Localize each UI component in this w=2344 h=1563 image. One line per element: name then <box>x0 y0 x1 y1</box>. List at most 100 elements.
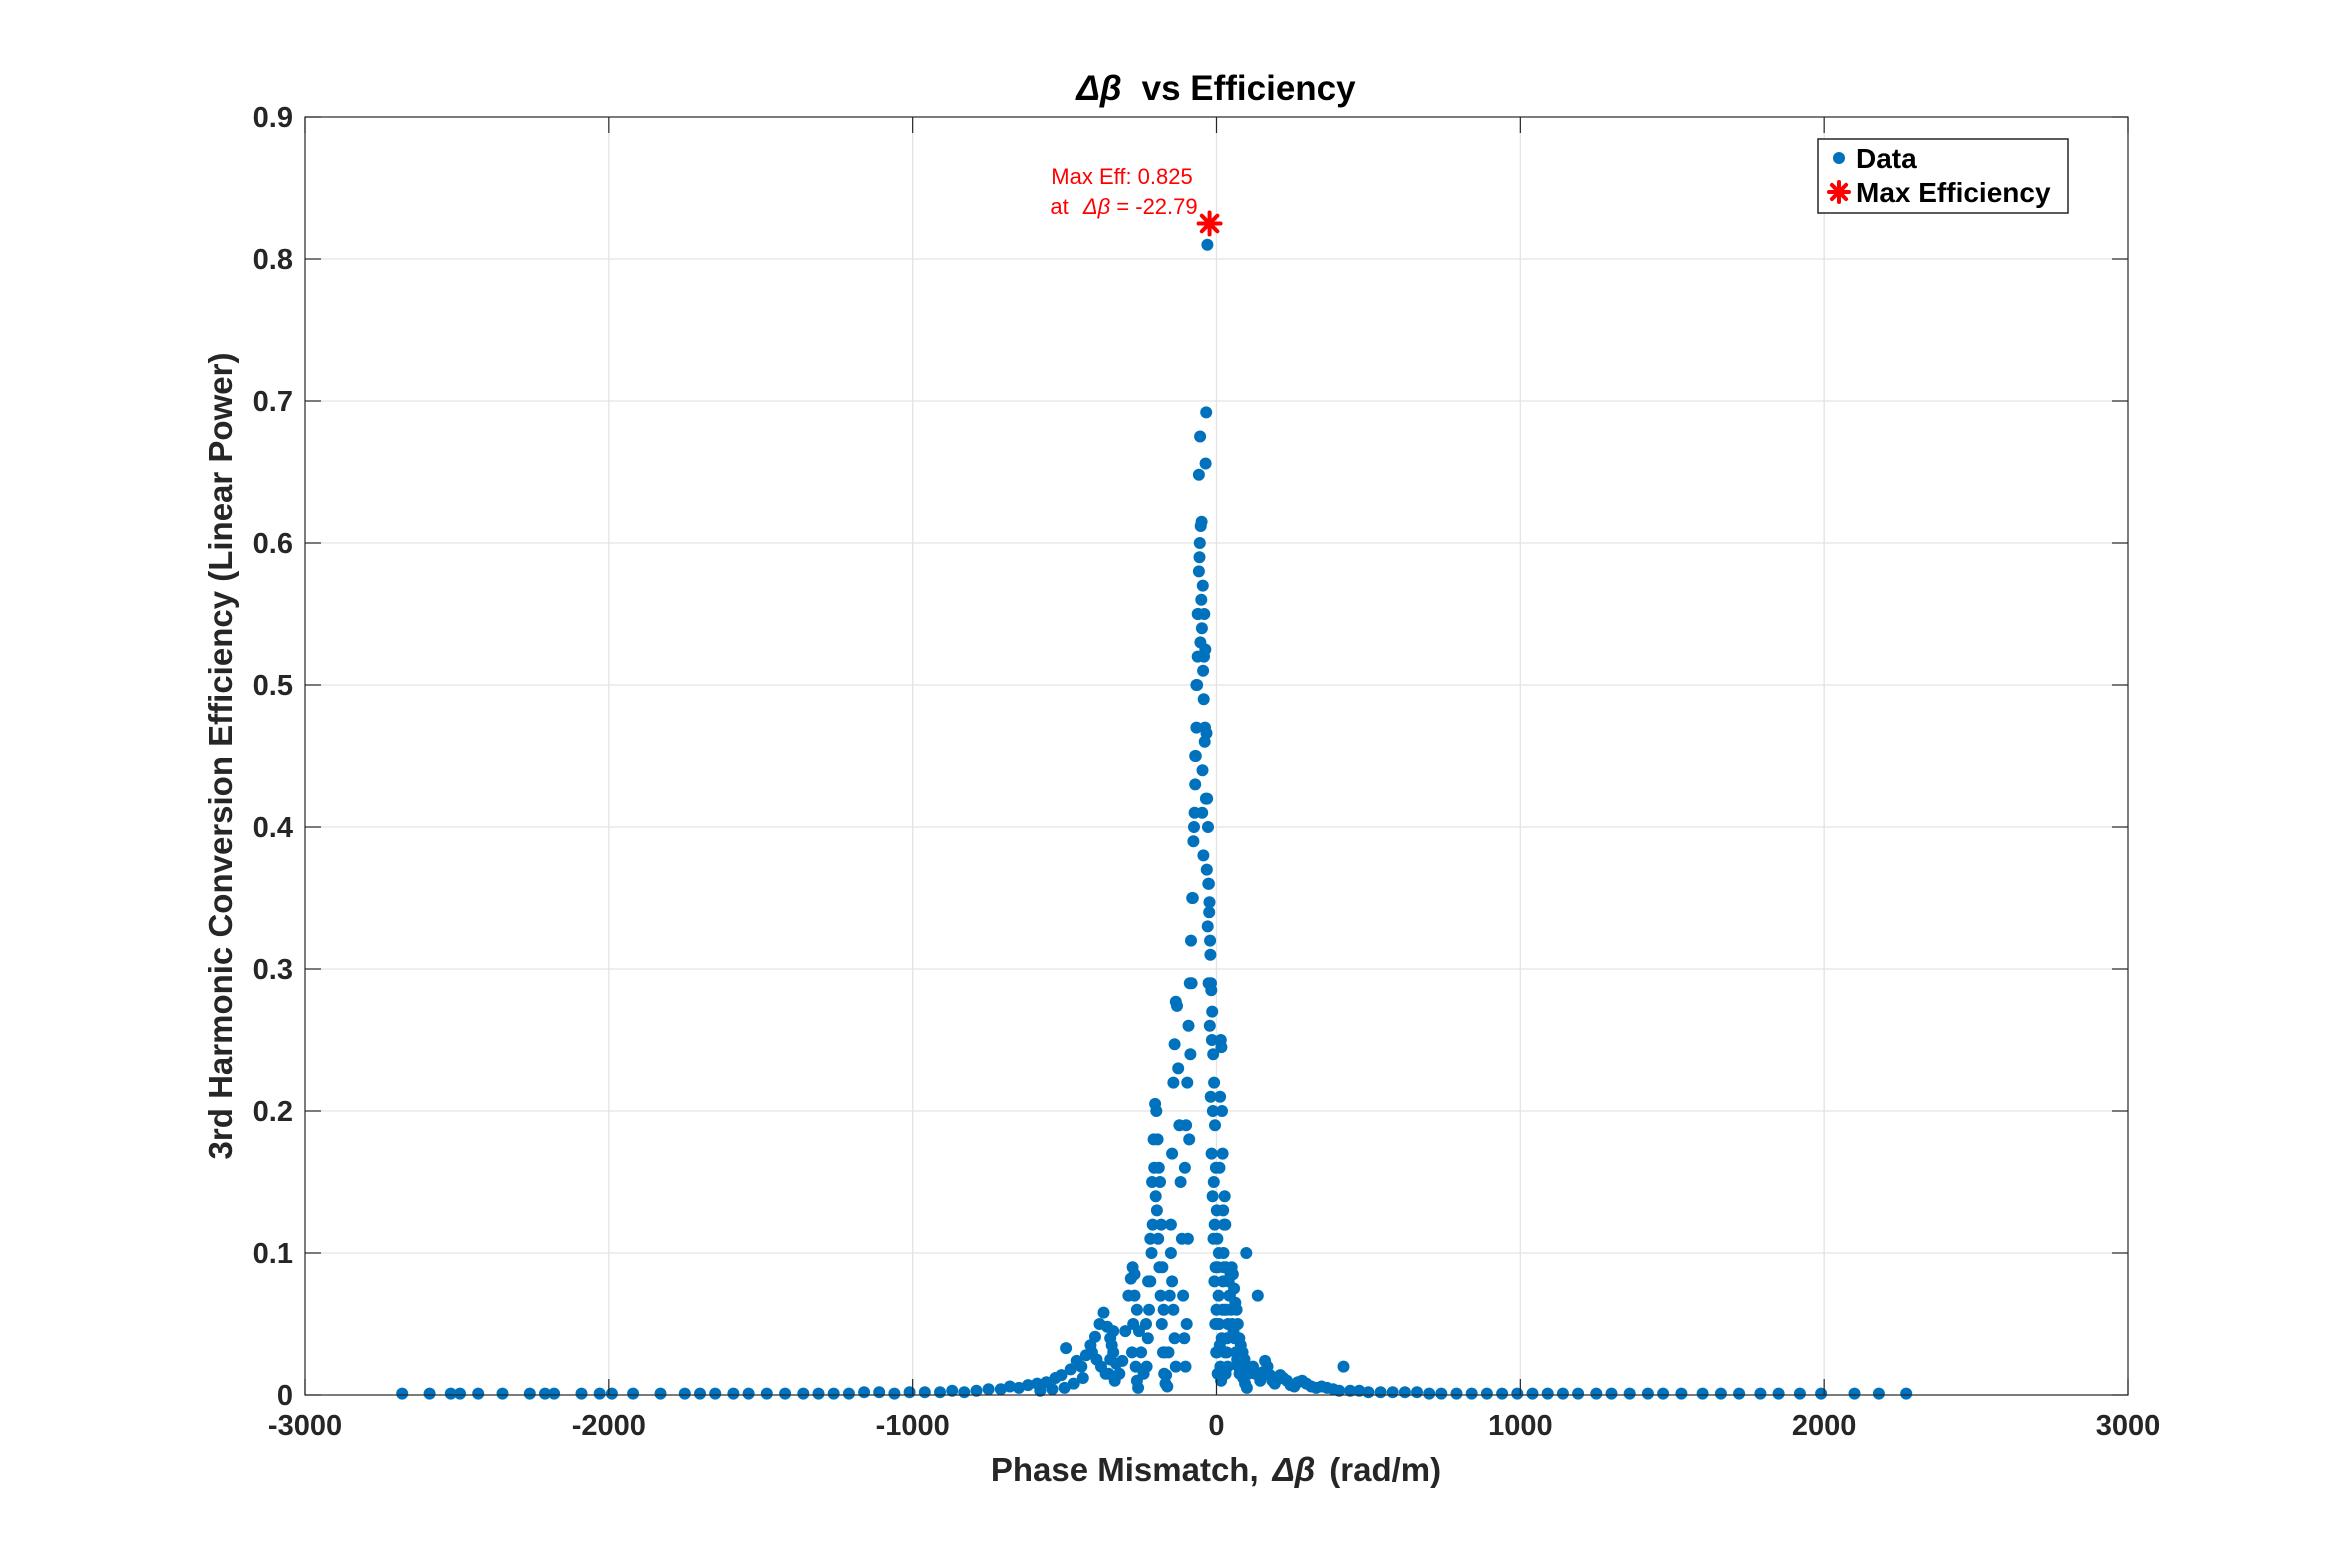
data-point <box>1450 1387 1463 1400</box>
data-point <box>1206 1190 1219 1203</box>
data-point <box>1145 1247 1158 1259</box>
chart-title: Δβ vs Efficiency <box>1074 69 1356 108</box>
data-point <box>1153 1261 1166 1274</box>
data-point <box>727 1387 740 1400</box>
y-tick-label: 0.4 <box>253 812 293 844</box>
data-point <box>1189 750 1202 762</box>
data-point <box>1157 1303 1170 1316</box>
data-point <box>1212 1289 1225 1302</box>
data-point <box>970 1384 983 1397</box>
legend-asterisk-marker <box>1827 180 1851 204</box>
data-point <box>1203 1019 1216 1032</box>
chart-title-symbol: Δβ <box>1074 69 1121 108</box>
data-point <box>523 1387 536 1400</box>
data-point <box>873 1386 886 1399</box>
data-point <box>1167 1303 1180 1316</box>
data-point <box>1150 1105 1163 1117</box>
data-point <box>1605 1387 1618 1400</box>
data-point <box>1207 1048 1220 1061</box>
max-annotation: Max Eff: 0.825 at Δβ = -22.79 <box>1050 164 1197 219</box>
legend-asterisk <box>1827 180 1851 204</box>
data-point <box>423 1387 436 1400</box>
data-point <box>1900 1387 1913 1400</box>
data-point <box>1141 1332 1154 1345</box>
data-point <box>1201 792 1214 805</box>
data-point <box>654 1387 667 1400</box>
data-point <box>797 1387 810 1400</box>
data-point <box>1171 999 1183 1012</box>
data-point <box>1623 1387 1636 1400</box>
data-point <box>1754 1387 1767 1400</box>
data-point <box>1191 650 1204 663</box>
data-point <box>1076 1372 1089 1384</box>
data-point <box>1181 1076 1194 1089</box>
legend: Data Max Efficiency <box>1817 138 2069 214</box>
data-point <box>575 1387 588 1400</box>
data-point <box>1191 679 1204 691</box>
data-point <box>1034 1384 1047 1397</box>
data-point <box>1208 1076 1221 1089</box>
data-point <box>1107 1325 1120 1338</box>
data-point <box>1195 515 1208 528</box>
data-point <box>1197 849 1210 862</box>
data-point <box>1178 1161 1191 1174</box>
data-point <box>1164 1218 1177 1231</box>
data-point <box>1143 1303 1155 1316</box>
legend-data-label: Data <box>1856 143 1917 174</box>
data-point <box>1140 1360 1153 1373</box>
data-point <box>1219 1261 1232 1274</box>
data-point <box>1204 948 1217 961</box>
y-tick-label: 0.6 <box>253 528 293 560</box>
data-point <box>605 1387 618 1400</box>
data-point <box>1148 1161 1161 1174</box>
data-point <box>1194 636 1207 649</box>
chart-title-text: vs Efficiency <box>1142 69 1357 108</box>
data-point <box>1189 778 1202 791</box>
data-point <box>779 1387 792 1400</box>
data-point <box>1192 608 1205 620</box>
data-point <box>1184 1048 1197 1061</box>
data-point <box>1218 1190 1231 1203</box>
data-point <box>1193 537 1206 549</box>
y-tick-label: 0.5 <box>253 670 293 702</box>
data-point <box>1166 1275 1179 1288</box>
data-point <box>1423 1387 1436 1400</box>
data-point <box>1178 1332 1191 1345</box>
data-point <box>593 1387 606 1400</box>
data-point <box>1203 896 1216 909</box>
plot-area <box>304 116 2129 1400</box>
data-point <box>454 1387 466 1400</box>
legend-box <box>1817 138 2069 214</box>
data-point <box>1183 1133 1196 1146</box>
data-point <box>548 1387 561 1400</box>
y-tick-label: 0.8 <box>253 244 293 276</box>
data-point <box>1214 1090 1227 1103</box>
data-point <box>1193 551 1206 564</box>
data-point <box>1210 1204 1223 1217</box>
data-point <box>1187 835 1200 848</box>
data-point <box>1181 1232 1194 1245</box>
data-point <box>1815 1387 1828 1400</box>
data-point <box>1235 1360 1248 1373</box>
data-point <box>1209 1161 1222 1174</box>
data-point <box>1240 1381 1253 1394</box>
data-point <box>1225 1303 1238 1316</box>
data-point <box>934 1386 946 1399</box>
data-point <box>1108 1374 1121 1387</box>
data-point <box>1848 1387 1861 1400</box>
y-axis-tick-labels: 0 0.1 0.2 0.3 0.4 0.5 0.6 0.7 0.8 0.9 <box>253 102 293 1412</box>
data-point <box>1152 1232 1165 1245</box>
data-point <box>1155 1318 1168 1330</box>
x-tick-label: 2000 <box>1792 1410 1857 1442</box>
data-point <box>1055 1369 1068 1382</box>
data-point <box>1188 821 1200 833</box>
y-tick-label: 0 <box>277 1380 293 1412</box>
data-point <box>1197 693 1210 706</box>
data-point <box>1182 1019 1195 1032</box>
data-point <box>1398 1386 1411 1399</box>
data-point <box>1119 1325 1132 1338</box>
data-point <box>1251 1289 1264 1302</box>
data-point <box>1192 565 1205 578</box>
data-point <box>1200 863 1213 876</box>
x-tick-label: 1000 <box>1488 1410 1553 1442</box>
